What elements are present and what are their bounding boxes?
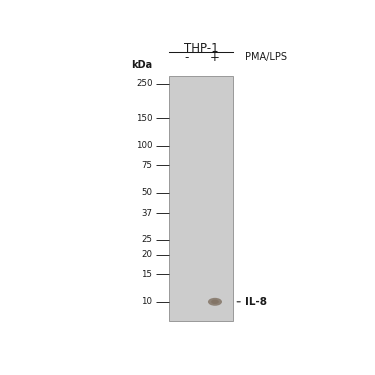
Text: 15: 15 xyxy=(141,270,152,279)
Text: THP-1: THP-1 xyxy=(184,42,218,56)
Text: 10: 10 xyxy=(141,297,152,306)
Text: 37: 37 xyxy=(141,209,152,218)
Text: PMA/LPS: PMA/LPS xyxy=(244,53,286,63)
Text: +: + xyxy=(210,51,220,64)
Bar xyxy=(169,76,233,321)
Ellipse shape xyxy=(211,300,219,304)
Ellipse shape xyxy=(208,298,222,306)
Text: 100: 100 xyxy=(136,141,152,150)
Text: 75: 75 xyxy=(141,161,152,170)
Text: 250: 250 xyxy=(136,80,152,88)
Text: -: - xyxy=(184,51,189,64)
Text: 20: 20 xyxy=(141,251,152,260)
Text: 150: 150 xyxy=(136,114,152,123)
Text: kDa: kDa xyxy=(131,60,152,70)
Text: IL-8: IL-8 xyxy=(244,297,267,307)
Text: 25: 25 xyxy=(141,235,152,244)
Text: 50: 50 xyxy=(141,188,152,197)
